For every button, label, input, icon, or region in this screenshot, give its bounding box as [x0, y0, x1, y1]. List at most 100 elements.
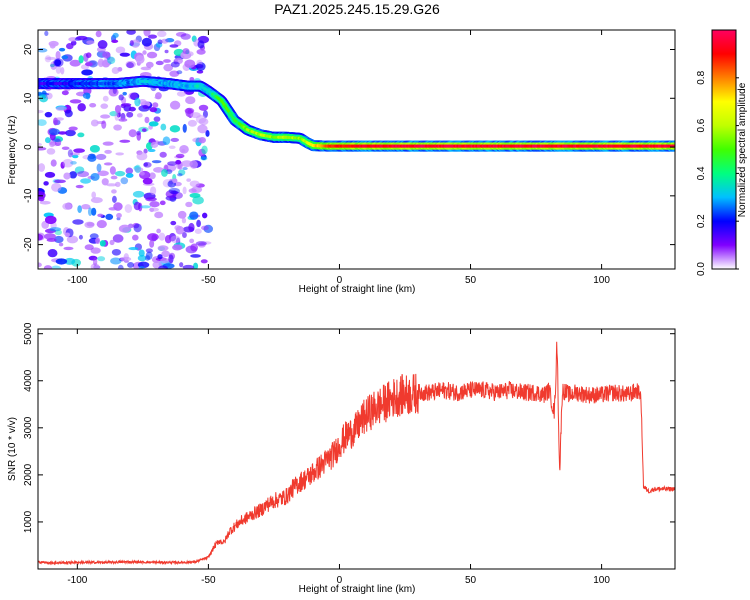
spectrogram-noise-blob [97, 40, 108, 49]
spectrogram-noise-blob [58, 47, 66, 52]
spectrogram-noise-blob [77, 103, 86, 112]
spectrogram-noise-blob [114, 112, 120, 121]
spectrogram-noise-blob [161, 169, 168, 177]
spectrogram-noise-blob [197, 124, 208, 134]
spectrogram-noise-blob [125, 173, 134, 178]
spectrogram-noise-blob [154, 211, 164, 219]
spectrogram-noise-blob [133, 201, 141, 211]
spectrogram-noise-blob [137, 254, 147, 262]
spectrogram-noise-blob [128, 129, 137, 138]
spectrogram-noise-blob [153, 167, 164, 173]
spectrogram-noise-blob [73, 148, 85, 153]
spectrogram-noise-blob [50, 265, 62, 269]
spectrogram-noise-blob [149, 239, 155, 248]
spectrogram-noise-blob [193, 262, 199, 269]
spectrogram-noise-blob [149, 107, 158, 113]
spectrogram-noise-blob [55, 50, 61, 60]
spectrogram-noise-blob [119, 139, 131, 143]
spectrogram-noise-blob [128, 246, 139, 251]
spectrogram-noise-blob [112, 32, 119, 38]
spectrogram-noise-blob [47, 249, 58, 258]
spectrogram-noise-blob [38, 147, 47, 151]
spectrogram-noise-blob [117, 264, 124, 269]
spectrogram-noise-blob [145, 61, 154, 68]
spectrogram-noise-blob [138, 266, 145, 269]
colorbar-gradient [711, 29, 737, 270]
spectrogram-noise-blob [111, 248, 122, 256]
spectrogram-noise-blob [158, 232, 166, 241]
spectrogram-noise-blob [143, 148, 148, 154]
spectrogram-noise-blob [66, 235, 79, 244]
spectrogram-noise-blob [175, 226, 185, 235]
spectrogram-noise-blob [69, 152, 81, 156]
spectrogram-noise-blob [128, 92, 138, 100]
spectrogram-noise-blob [70, 160, 77, 165]
spectrogram-noise-blob [200, 225, 209, 231]
spectrogram-noise-blob [62, 158, 74, 168]
spectrogram-noise-blob [74, 166, 85, 174]
spectrogram-noise-blob [58, 242, 64, 247]
snr-x-tick-label: 0 [337, 575, 343, 586]
spectrogram-noise-blob [44, 30, 49, 37]
spectrogram-noise-blob [87, 154, 97, 162]
spectrogram-noise-blob [198, 117, 209, 126]
spectrogram-noise-blob [90, 263, 100, 269]
spectrogram-noise-blob [120, 256, 132, 262]
spectrogram-x-tick-label: -50 [201, 275, 216, 286]
snr-ticks: -100 -50 0 50 100 1000 2000 3000 4000 5000 [23, 322, 675, 586]
spectrogram-noise-blob [134, 97, 141, 107]
spectrogram-noise-blob [38, 196, 45, 202]
spectrogram-noise-blob [146, 51, 158, 59]
spectrogram-noise-blob [149, 207, 155, 213]
spectrogram-noise-blob [101, 120, 107, 129]
snr-y-tick-label: 4000 [23, 369, 34, 392]
spectrogram-noise-blob [64, 232, 70, 238]
spectrogram-noise-blob [163, 59, 171, 63]
spectrogram-noise-blob [145, 248, 153, 253]
spectrogram-noise-blob [197, 40, 205, 49]
spectrogram-noise-blob [39, 200, 51, 205]
spectrogram-noise-blob [195, 64, 204, 69]
spectrogram-noise-blob [90, 197, 103, 204]
spectrogram-noise-blob [92, 257, 98, 266]
spectrogram-noise-blob [150, 186, 157, 196]
spectrogram-noise-blob [159, 151, 167, 158]
spectrogram-x-tick-label: -100 [67, 275, 87, 286]
spectrogram-noise-blob [190, 243, 199, 252]
spectrogram-noise-blob [148, 172, 156, 180]
spectrogram-noise-blob [189, 193, 201, 198]
spectrogram-noise-blob [51, 182, 62, 192]
spectrogram-noise-blob [118, 118, 128, 122]
spectrogram-noise-blob [66, 43, 74, 50]
spectrogram-noise-blob [200, 156, 208, 161]
spectrogram-frame [37, 29, 676, 270]
spectrogram-noise-blob [53, 58, 64, 68]
spectrogram-noise-blob [153, 116, 161, 122]
spectrogram-noise-blob [119, 52, 131, 57]
spectrogram-noise-blob [163, 63, 174, 72]
spectrogram-noise-blob [111, 189, 117, 194]
spectrogram-noise-blob [160, 257, 170, 264]
spectrogram-noise-blob [67, 149, 73, 158]
spectrogram-noise-blob [64, 257, 76, 265]
spectrogram-noise-blob [157, 245, 169, 251]
spectrogram-noise-blob [38, 142, 42, 147]
snr-y-tick-label: 3000 [23, 416, 34, 439]
spectrogram-noise-blob [147, 233, 159, 241]
spectrogram-noise-blob [111, 39, 119, 44]
spectrogram-noise-blob [105, 213, 114, 221]
snr-y-tick-label: 2000 [23, 463, 34, 486]
spectrogram-noise-blob [77, 132, 85, 138]
spectrogram-noise-blob [113, 202, 123, 211]
spectrogram-noise-blob [158, 265, 168, 269]
spectrogram-noise-blob [118, 224, 131, 233]
spectrogram-noise-blob [60, 161, 65, 169]
spectrogram-noise-blob [100, 103, 109, 109]
spectrogram-y-axis-label: Frequency (Hz) [7, 116, 18, 185]
spectrogram-noise-blob [188, 222, 195, 232]
spectrogram-noise-blob [143, 161, 152, 168]
spectrogram-noise-blob [190, 254, 201, 258]
spectrogram-noise-blob [138, 249, 145, 257]
spectrogram-noise-blob [134, 164, 141, 174]
